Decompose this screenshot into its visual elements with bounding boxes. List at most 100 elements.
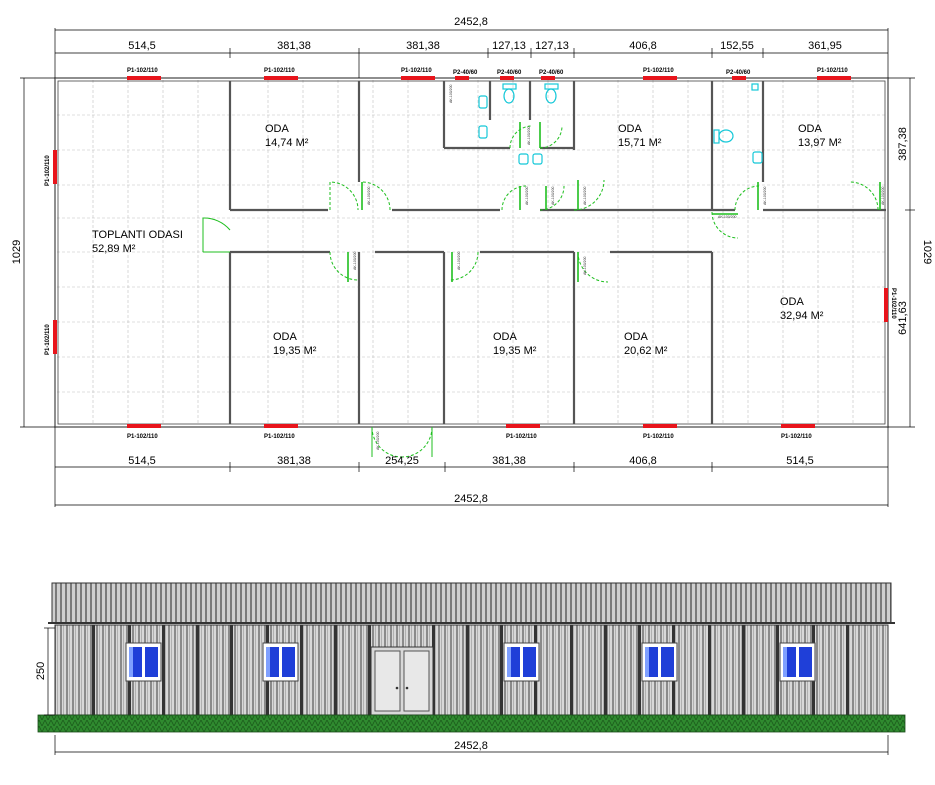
toilet-icon xyxy=(718,129,734,143)
outer-walls xyxy=(54,77,889,428)
svg-text:AK-100/200: AK-100/200 xyxy=(583,256,587,275)
svg-text:2452,8: 2452,8 xyxy=(454,16,488,28)
svg-text:P2-40/60: P2-40/60 xyxy=(539,70,564,76)
elevation-windows xyxy=(125,642,816,682)
grass-ground xyxy=(37,714,906,733)
svg-text:381,38: 381,38 xyxy=(277,40,311,52)
room-name: ODA xyxy=(780,296,805,308)
toilet-icon xyxy=(502,83,517,90)
front-elevation: 2452,8 250 xyxy=(35,582,906,755)
svg-text:AK-100/200: AK-100/200 xyxy=(527,126,531,145)
room-area: 52,89 M² xyxy=(92,243,136,255)
svg-text:P1-102/110: P1-102/110 xyxy=(817,68,848,74)
elevation-width: 2452,8 xyxy=(454,740,488,752)
svg-text:127,13: 127,13 xyxy=(492,40,526,52)
sink-icon xyxy=(518,153,529,165)
svg-text:P1-102/110: P1-102/110 xyxy=(264,68,295,74)
toilet-icon xyxy=(713,129,720,144)
entrance-door-icon xyxy=(370,646,434,716)
svg-text:514,5: 514,5 xyxy=(786,455,814,467)
svg-text:381,38: 381,38 xyxy=(277,455,311,467)
svg-text:AK-100/200: AK-100/200 xyxy=(881,186,885,205)
elevation-height: 250 xyxy=(35,662,47,680)
window-icon xyxy=(641,642,678,682)
svg-text:P2-40/60: P2-40/60 xyxy=(497,70,522,76)
svg-text:AK-100/200: AK-100/200 xyxy=(583,186,587,205)
svg-text:AK-100/200: AK-100/200 xyxy=(763,186,767,205)
svg-text:P1-102/110: P1-102/110 xyxy=(45,324,51,355)
svg-text:AK-100/200: AK-100/200 xyxy=(449,84,453,103)
room-area: 15,71 M² xyxy=(618,137,662,149)
room-area: 20,62 M² xyxy=(624,345,668,357)
sanitary-fixtures xyxy=(478,83,763,165)
room-area: 19,35 M² xyxy=(493,345,537,357)
dimension-texts: 2452,8 514,5 381,38 381,38 127,13 127,13… xyxy=(11,16,933,505)
windows xyxy=(53,76,888,428)
sink-icon xyxy=(752,151,763,164)
svg-text:P1-102/110: P1-102/110 xyxy=(127,434,158,440)
dimension-lines xyxy=(20,28,915,507)
door-leaves xyxy=(347,122,881,282)
svg-text:P1-102/110: P1-102/110 xyxy=(506,434,537,440)
room-name: ODA xyxy=(273,331,298,343)
svg-text:387,38: 387,38 xyxy=(897,127,909,161)
svg-text:P1-102/110: P1-102/110 xyxy=(890,288,896,319)
elevation-dimensions xyxy=(44,627,889,755)
room-name: ODA xyxy=(798,123,823,135)
svg-text:381,38: 381,38 xyxy=(492,455,526,467)
room-labels: ODA 14,74 M² ODA 15,71 M² ODA 13,97 M² T… xyxy=(92,123,842,357)
svg-text:127,13: 127,13 xyxy=(535,40,569,52)
window-icon xyxy=(125,642,162,682)
svg-text:P1-102/110: P1-102/110 xyxy=(781,434,812,440)
door-codes: AK-100/200 AK-100/200 AK-100/200 AK-100/… xyxy=(353,84,885,450)
sink-icon xyxy=(751,83,759,91)
svg-text:AK-100/200: AK-100/200 xyxy=(376,431,380,450)
room-name: ODA xyxy=(493,331,518,343)
svg-text:514,5: 514,5 xyxy=(128,40,156,52)
svg-text:152,55: 152,55 xyxy=(720,40,754,52)
svg-text:AK-100/200: AK-100/200 xyxy=(353,251,357,270)
svg-text:P1-102/110: P1-102/110 xyxy=(127,68,158,74)
room-name: ODA xyxy=(265,123,290,135)
svg-text:AK-100/200: AK-100/200 xyxy=(525,186,529,205)
room-area: 19,35 M² xyxy=(273,345,317,357)
svg-text:AK-100/200: AK-100/200 xyxy=(718,215,737,219)
svg-text:AK-100/200: AK-100/200 xyxy=(367,186,371,205)
room-name: TOPLANTI ODASI xyxy=(92,229,183,241)
svg-text:P1-102/110: P1-102/110 xyxy=(643,68,674,74)
window-icon xyxy=(779,642,816,682)
roof xyxy=(51,582,892,624)
svg-text:641,63: 641,63 xyxy=(897,301,909,335)
room-area: 32,94 M² xyxy=(780,310,824,322)
svg-text:254,25: 254,25 xyxy=(385,455,419,467)
svg-text:AK-100/200: AK-100/200 xyxy=(457,251,461,270)
toilet-icon xyxy=(503,88,515,104)
svg-text:P1-102/110: P1-102/110 xyxy=(643,434,674,440)
window-icon xyxy=(262,642,299,682)
floor-grid xyxy=(57,80,886,425)
svg-text:AK-100/200: AK-100/200 xyxy=(551,186,555,205)
svg-text:381,38: 381,38 xyxy=(406,40,440,52)
sink-icon xyxy=(478,125,488,139)
toilet-icon xyxy=(545,88,557,104)
svg-text:P1-102/110: P1-102/110 xyxy=(45,155,51,186)
sink-icon xyxy=(478,95,488,109)
window-icon xyxy=(503,642,540,682)
svg-text:1029: 1029 xyxy=(921,240,933,264)
sink-icon xyxy=(532,153,543,165)
window-labels: P1-102/110 P1-102/110 P1-102/110 P2-40/6… xyxy=(45,68,896,440)
doors xyxy=(202,125,879,458)
floor-plan: AK-100/200 AK-100/200 AK-100/200 AK-100/… xyxy=(11,16,933,507)
room-area: 14,74 M² xyxy=(265,137,309,149)
svg-text:361,95: 361,95 xyxy=(808,40,842,52)
svg-text:2452,8: 2452,8 xyxy=(454,493,488,505)
svg-text:1029: 1029 xyxy=(11,240,23,264)
room-name: ODA xyxy=(624,331,649,343)
room-name: ODA xyxy=(618,123,643,135)
svg-text:P2-40/60: P2-40/60 xyxy=(453,70,478,76)
svg-text:P2-40/60: P2-40/60 xyxy=(726,70,751,76)
svg-text:406,8: 406,8 xyxy=(629,40,657,52)
wall-cladding xyxy=(54,624,889,716)
svg-text:514,5: 514,5 xyxy=(128,455,156,467)
